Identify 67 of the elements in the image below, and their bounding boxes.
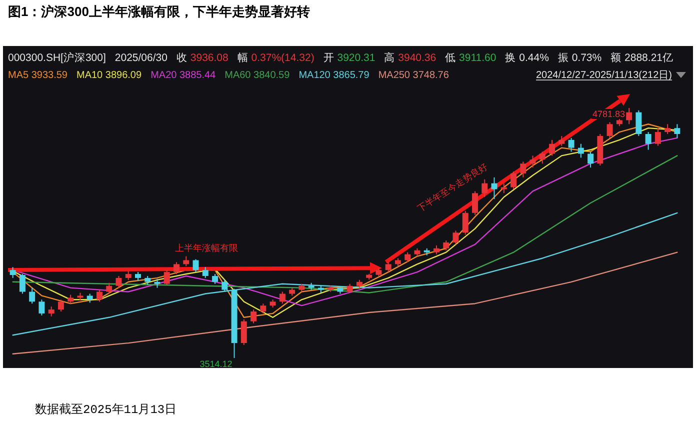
candlestick [443,240,450,251]
text: 数据截至2025年11月13日 [35,403,177,417]
candlestick [500,182,507,194]
candlestick [482,178,488,198]
text: 000300.SH[沪深300] [8,51,106,64]
annotation: 下半年至今走势良好 [416,161,490,214]
candlestick [626,108,632,125]
candlestick [212,274,218,284]
candlestick [385,262,392,273]
chart-title: 图1：沪深300上半年涨幅有限，下半年走势显著好转 [8,4,310,19]
text: MA5 3933.59 [8,70,68,81]
text: 高 3940.36 [384,51,436,64]
text: 2024/12/27-2025/11/13(212日) [536,70,672,81]
text: 2025/06/30 [114,52,168,64]
candlestick [674,124,680,138]
candlestick [520,161,526,178]
candlestick [19,274,26,294]
candlestick [588,151,594,168]
text: 振 0.73% [558,52,602,64]
text: 幅 0.37%(14.32) [237,52,314,64]
candlestick [452,230,459,245]
candlestick [462,210,468,236]
candlestick [116,275,122,288]
candlestick [654,128,661,146]
candlestick [636,110,642,136]
candlestick [48,306,54,317]
candlestick [549,139,555,156]
candlestick [568,137,574,152]
candlestick [164,270,170,286]
candlestick [510,170,516,190]
text: 开 3920.31 [323,52,376,64]
candlestick [174,262,180,275]
text: MA120 3865.79 [298,70,370,81]
candlestick [183,256,190,267]
candlestick [202,266,208,278]
text: 低 3911.60 [445,52,496,64]
candlestick [240,318,247,346]
candlestick [29,287,36,304]
text: 额 2888.21亿 [610,51,674,64]
candlestick [404,252,411,263]
candlestick [279,291,286,304]
candlestick [250,309,257,324]
text: 3514.12 [200,359,232,369]
candlestick [260,303,266,314]
candlestick [558,135,565,146]
candlestick [472,190,478,216]
candlestick [606,122,613,138]
candlestick [664,124,671,134]
candlestick [96,289,102,302]
text: 收 3936.08 [176,52,229,64]
text: 换 0.44% [505,52,549,64]
text: MA60 3840.59 [224,70,290,81]
candlestick [192,258,199,273]
candlestick [106,282,112,294]
text: MA10 3896.09 [76,70,142,81]
annotation: 上半年涨幅有限 [175,243,238,253]
candlestick [539,151,546,164]
candlestick [578,143,584,158]
text: MA250 3748.76 [378,70,450,81]
candlestick [10,266,16,278]
candlestick [645,132,652,150]
candlestick [58,299,64,312]
annotation: 4781.83 [592,109,626,119]
candlestick [530,155,536,168]
candlestick [38,299,45,316]
candlestick [222,279,228,292]
text: MA20 3885.44 [150,70,216,81]
